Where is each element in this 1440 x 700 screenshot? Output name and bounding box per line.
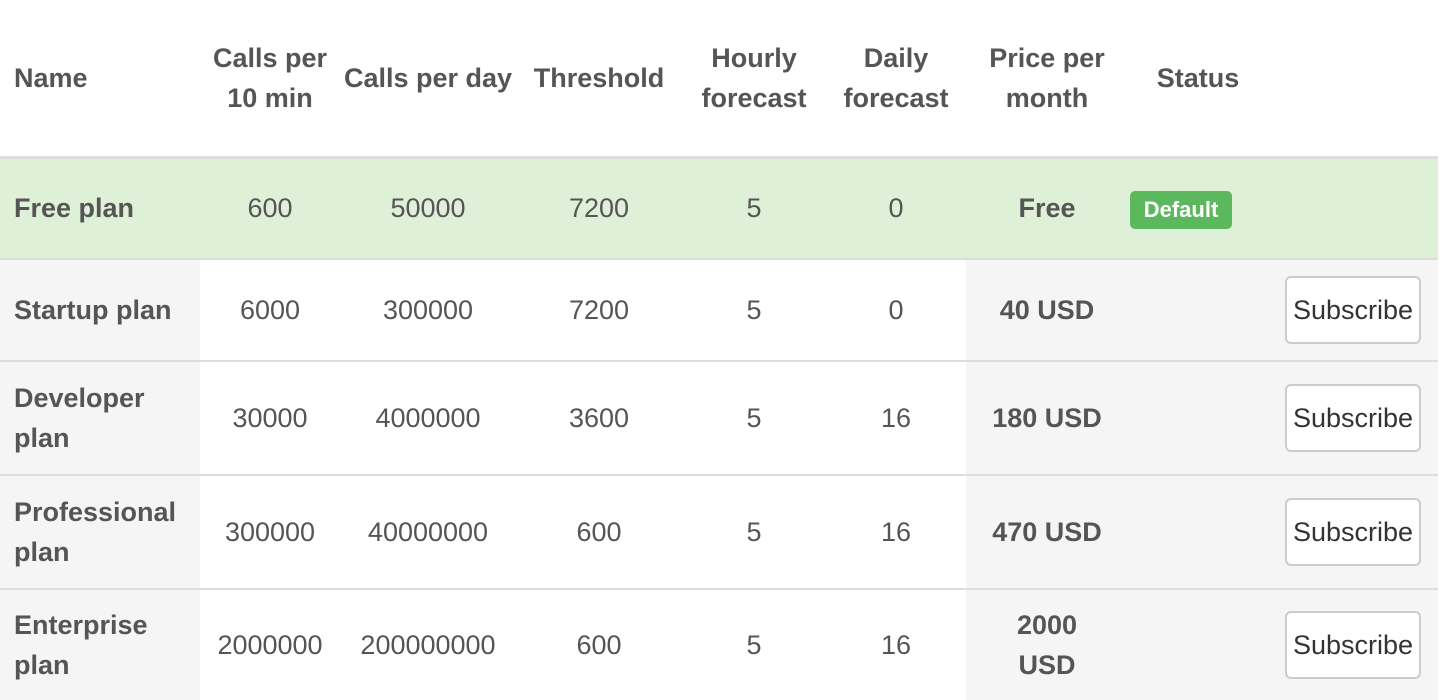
calls-per-day-value: 4000000 bbox=[340, 360, 516, 475]
status-cell bbox=[1128, 474, 1268, 589]
header-threshold: Threshold bbox=[516, 0, 682, 159]
table-row-enterprise-plan: Enterprise plan 2000000 200000000 600 5 … bbox=[0, 588, 1438, 700]
price-value: 40 USD bbox=[966, 258, 1128, 361]
daily-forecast-value: 16 bbox=[826, 588, 966, 700]
status-cell: Default bbox=[1128, 157, 1268, 259]
calls-per-day-value: 200000000 bbox=[340, 588, 516, 700]
price-value: 180 USD bbox=[966, 360, 1128, 475]
header-status: Status bbox=[1128, 0, 1268, 159]
hourly-forecast-value: 5 bbox=[682, 588, 826, 700]
calls-per-10-min-value: 30000 bbox=[200, 360, 340, 475]
status-cell bbox=[1128, 360, 1268, 475]
threshold-value: 600 bbox=[516, 588, 682, 700]
plan-name: Enterprise plan bbox=[0, 588, 200, 700]
status-cell bbox=[1128, 258, 1268, 361]
header-price-per-month: Price per month bbox=[966, 0, 1128, 159]
status-badge-default: Default bbox=[1129, 190, 1233, 229]
calls-per-day-value: 300000 bbox=[340, 258, 516, 361]
table-row-free-plan: Free plan 600 50000 7200 5 0 Free Defaul… bbox=[0, 157, 1438, 259]
action-cell: Subscribe bbox=[1268, 588, 1438, 700]
action-cell: Subscribe bbox=[1268, 360, 1438, 475]
action-cell bbox=[1268, 157, 1438, 259]
subscribe-button-professional[interactable]: Subscribe bbox=[1285, 498, 1421, 566]
table-body: Free plan 600 50000 7200 5 0 Free Defaul… bbox=[0, 157, 1438, 700]
daily-forecast-value: 0 bbox=[826, 258, 966, 361]
action-cell: Subscribe bbox=[1268, 258, 1438, 361]
subscribe-button-startup[interactable]: Subscribe bbox=[1285, 276, 1421, 344]
calls-per-10-min-value: 2000000 bbox=[200, 588, 340, 700]
price-value: 470 USD bbox=[966, 474, 1128, 589]
plan-name: Free plan bbox=[0, 157, 200, 259]
calls-per-day-value: 40000000 bbox=[340, 474, 516, 589]
header-name: Name bbox=[0, 0, 200, 159]
threshold-value: 3600 bbox=[516, 360, 682, 475]
calls-per-day-value: 50000 bbox=[340, 157, 516, 259]
table-header: Name Calls per 10 min Calls per day Thre… bbox=[0, 0, 1438, 159]
daily-forecast-value: 16 bbox=[826, 360, 966, 475]
calls-per-10-min-value: 6000 bbox=[200, 258, 340, 361]
plan-name: Professional plan bbox=[0, 474, 200, 589]
calls-per-10-min-value: 600 bbox=[200, 157, 340, 259]
table-row-developer-plan: Developer plan 30000 4000000 3600 5 16 1… bbox=[0, 360, 1438, 475]
subscribe-button-developer[interactable]: Subscribe bbox=[1285, 384, 1421, 452]
threshold-value: 7200 bbox=[516, 258, 682, 361]
plan-name: Developer plan bbox=[0, 360, 200, 475]
action-cell: Subscribe bbox=[1268, 474, 1438, 589]
status-cell bbox=[1128, 588, 1268, 700]
threshold-value: 600 bbox=[516, 474, 682, 589]
calls-per-10-min-value: 300000 bbox=[200, 474, 340, 589]
header-calls-per-10-min: Calls per 10 min bbox=[200, 0, 340, 159]
price-value: Free bbox=[966, 157, 1128, 259]
table-row-startup-plan: Startup plan 6000 300000 7200 5 0 40 USD… bbox=[0, 258, 1438, 361]
subscribe-button-enterprise[interactable]: Subscribe bbox=[1285, 611, 1421, 679]
hourly-forecast-value: 5 bbox=[682, 360, 826, 475]
price-value: 2000 USD bbox=[966, 588, 1128, 700]
header-daily-forecast: Daily forecast bbox=[826, 0, 966, 159]
hourly-forecast-value: 5 bbox=[682, 474, 826, 589]
hourly-forecast-value: 5 bbox=[682, 157, 826, 259]
header-hourly-forecast: Hourly forecast bbox=[682, 0, 826, 159]
daily-forecast-value: 16 bbox=[826, 474, 966, 589]
plan-name: Startup plan bbox=[0, 258, 200, 361]
daily-forecast-value: 0 bbox=[826, 157, 966, 259]
threshold-value: 7200 bbox=[516, 157, 682, 259]
header-action bbox=[1268, 0, 1438, 159]
table-row-professional-plan: Professional plan 300000 40000000 600 5 … bbox=[0, 474, 1438, 589]
hourly-forecast-value: 5 bbox=[682, 258, 826, 361]
header-calls-per-day: Calls per day bbox=[340, 0, 516, 159]
